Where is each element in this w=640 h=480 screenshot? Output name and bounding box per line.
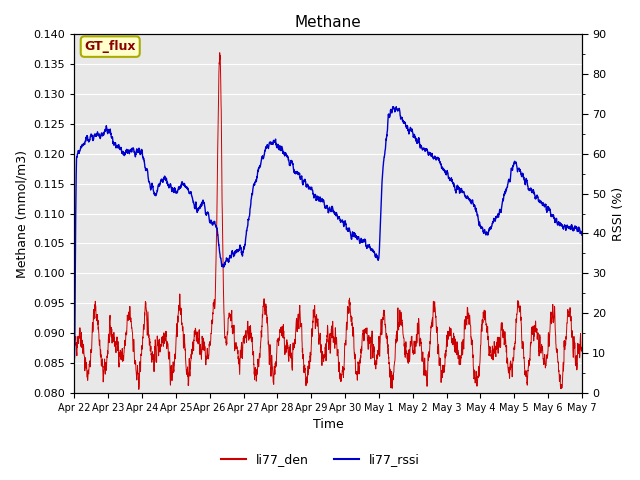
li77_rssi <box>265 142 273 147</box>
li77_den <box>287 350 295 356</box>
li77_rssi <box>578 232 586 238</box>
li77_den <box>568 329 576 335</box>
Line: li77_rssi: li77_rssi <box>74 107 582 359</box>
li77_den <box>514 301 522 307</box>
X-axis label: Time: Time <box>313 419 344 432</box>
li77_den <box>129 328 136 334</box>
li77_rssi <box>568 225 576 231</box>
Line: li77_den: li77_den <box>74 53 582 389</box>
li77_den <box>578 346 586 352</box>
Y-axis label: Methane (mmol/m3): Methane (mmol/m3) <box>15 150 28 277</box>
li77_den <box>135 386 143 392</box>
li77_rssi <box>287 158 295 164</box>
li77_rssi <box>513 168 521 174</box>
li77_den <box>266 361 273 367</box>
li77_rssi <box>129 145 136 151</box>
Legend: li77_den, li77_rssi: li77_den, li77_rssi <box>216 448 424 471</box>
Y-axis label: RSSI (%): RSSI (%) <box>612 186 625 240</box>
li77_rssi <box>70 356 78 362</box>
li77_den <box>159 336 166 342</box>
Text: GT_flux: GT_flux <box>84 40 136 53</box>
li77_den <box>216 50 223 56</box>
li77_den <box>70 340 78 346</box>
li77_rssi <box>159 177 166 183</box>
li77_rssi <box>389 104 397 109</box>
Title: Methane: Methane <box>295 15 362 30</box>
